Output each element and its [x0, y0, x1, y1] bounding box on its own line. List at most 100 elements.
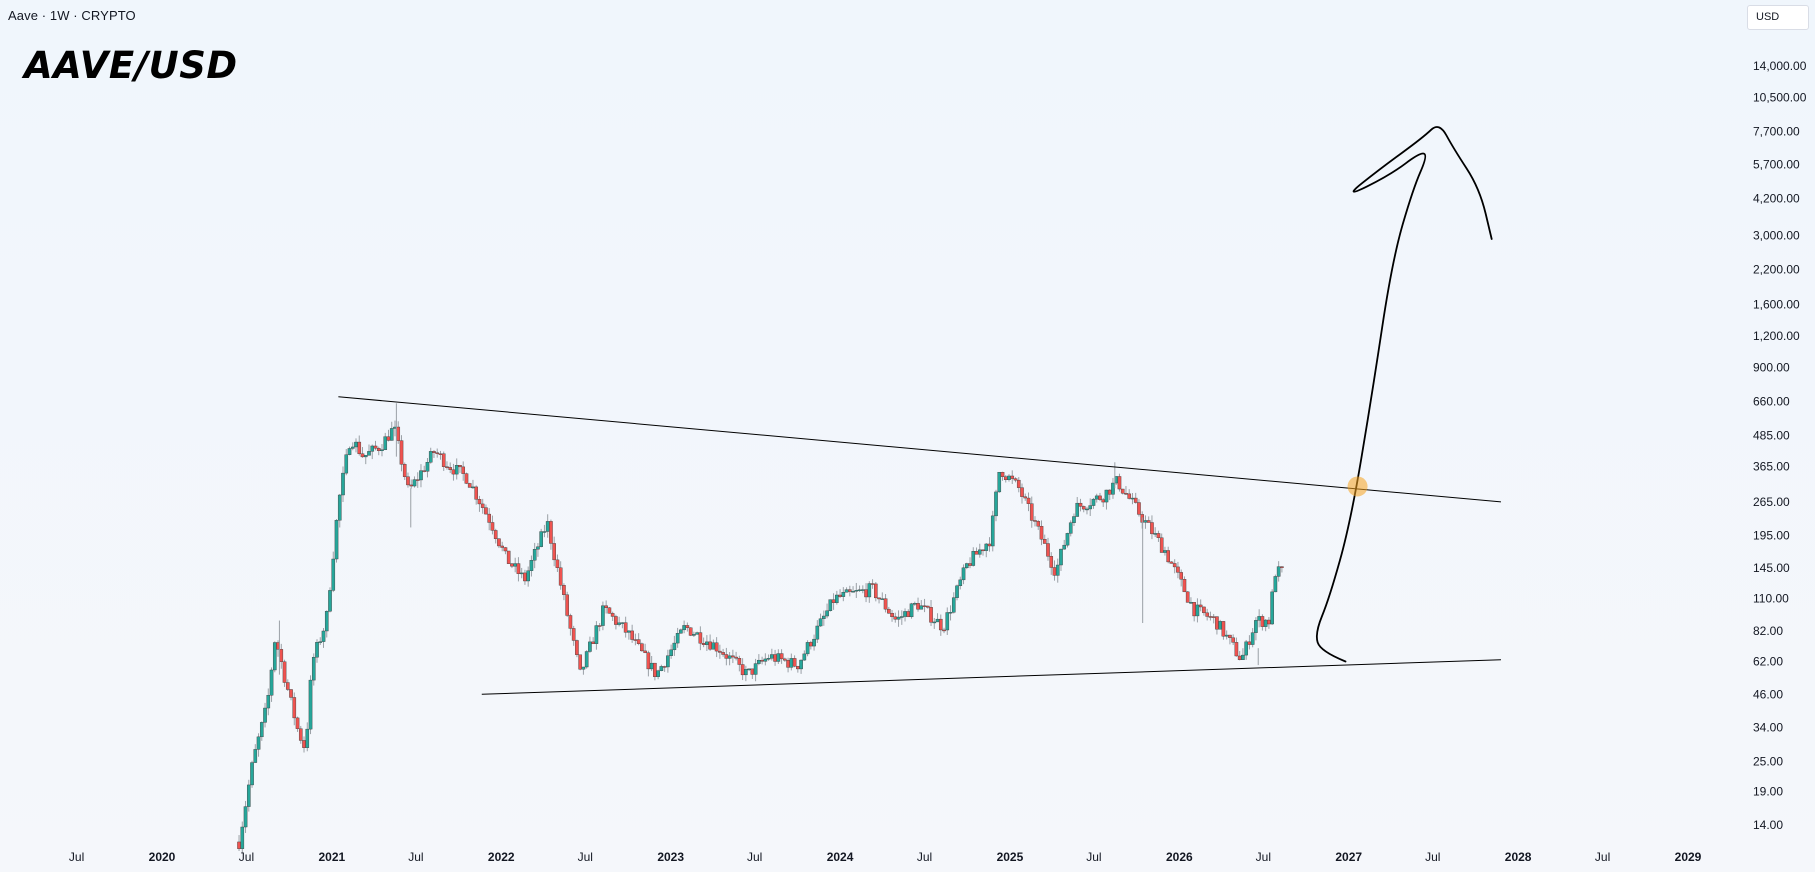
candle-up [315, 641, 319, 658]
candle-up [857, 589, 862, 591]
candle-up [744, 669, 748, 676]
candle-down [490, 522, 495, 531]
candle-up [770, 654, 774, 659]
candle-up [841, 592, 846, 597]
x-tick-label: Jul [1256, 850, 1271, 864]
candle-up [669, 649, 673, 656]
candle-up [305, 728, 310, 748]
x-tick-label: 2029 [1675, 850, 1702, 864]
breakout-marker [1347, 476, 1368, 497]
candle-down [373, 445, 378, 449]
candle-down [614, 616, 618, 625]
candle-down [555, 559, 560, 568]
candle-up [757, 659, 761, 664]
candle-up [519, 572, 524, 575]
y-tick-label: 14.00 [1753, 818, 1783, 832]
candle-down [906, 611, 911, 618]
candle-up [1153, 533, 1157, 535]
candle-up [328, 590, 332, 612]
candle-down [773, 654, 777, 662]
candle-down [610, 613, 615, 617]
candle-down [701, 643, 706, 645]
projection-freehand-path[interactable] [1315, 126, 1493, 663]
candle-down [1003, 476, 1008, 480]
candle-down [1179, 572, 1183, 580]
candle-down [1237, 655, 1242, 660]
candle-down [718, 650, 722, 653]
candle-up [419, 470, 423, 481]
lower-trendline[interactable] [481, 659, 1501, 695]
candle-up [672, 642, 677, 651]
candle-up [324, 610, 329, 632]
candle-down [714, 642, 719, 652]
candle-up [649, 662, 654, 670]
candle-down [1124, 493, 1128, 495]
candle-down [396, 426, 401, 441]
candle-up [1250, 632, 1255, 645]
candle-down [464, 473, 469, 484]
candle-down [445, 466, 449, 468]
y-tick-label: 2,200.00 [1753, 262, 1800, 276]
candle-up [802, 653, 807, 661]
candle-down [653, 662, 657, 677]
candle-up [682, 625, 686, 631]
candle-down [724, 654, 729, 659]
candle-up [380, 449, 384, 451]
candle-down [500, 545, 504, 548]
candle-down [558, 567, 563, 586]
candle-up [331, 558, 336, 591]
x-tick-label: 2020 [149, 850, 176, 864]
currency-selector-button[interactable]: USD [1747, 5, 1809, 30]
candle-up [815, 625, 820, 640]
candle-down [503, 547, 508, 552]
x-tick-label: Jul [1425, 850, 1440, 864]
candle-down [640, 643, 644, 652]
candle-down [708, 641, 712, 650]
candle-down [1228, 634, 1232, 638]
candle-up [1104, 489, 1109, 503]
candle-down [987, 543, 992, 547]
candle-down [831, 599, 836, 603]
candle-up [695, 632, 699, 635]
candle-down [435, 452, 440, 454]
candle-down [1159, 537, 1164, 553]
candle-up [805, 642, 810, 655]
upper-trendline[interactable] [338, 396, 1502, 503]
candle-up [692, 634, 696, 636]
candle-up [818, 618, 823, 627]
candle-up [321, 630, 326, 642]
candle-up [256, 736, 261, 750]
candle-down [974, 551, 979, 555]
candle-down [575, 640, 579, 655]
candle-down [731, 655, 735, 658]
candle-up [412, 479, 417, 487]
candle-down [734, 656, 738, 659]
candle-up [1244, 641, 1248, 656]
candle-up [1065, 533, 1070, 546]
candle-down [1205, 612, 1209, 617]
candle-down [438, 453, 443, 455]
candle-up [581, 666, 586, 670]
candle-down [451, 469, 456, 475]
candle-up [266, 695, 271, 709]
candle-down [792, 658, 797, 667]
candle-up [679, 629, 683, 634]
candle-up [835, 594, 839, 603]
x-tick-label: 2024 [827, 850, 854, 864]
y-tick-label: 1,600.00 [1753, 297, 1800, 311]
candle-up [825, 610, 829, 617]
candle-down [1049, 556, 1054, 568]
candle-down [886, 608, 891, 614]
y-tick-label: 4,200.00 [1753, 191, 1800, 205]
candle-up [253, 749, 258, 763]
candle-up [903, 611, 907, 617]
candle-down [1127, 493, 1132, 499]
candle-down [685, 625, 690, 628]
candle-up [867, 583, 872, 598]
candle-up [1085, 508, 1089, 511]
candle-down [477, 499, 482, 505]
drawing-annotations [338, 126, 1502, 695]
candle-down [1247, 641, 1252, 645]
candle-up [705, 641, 709, 645]
